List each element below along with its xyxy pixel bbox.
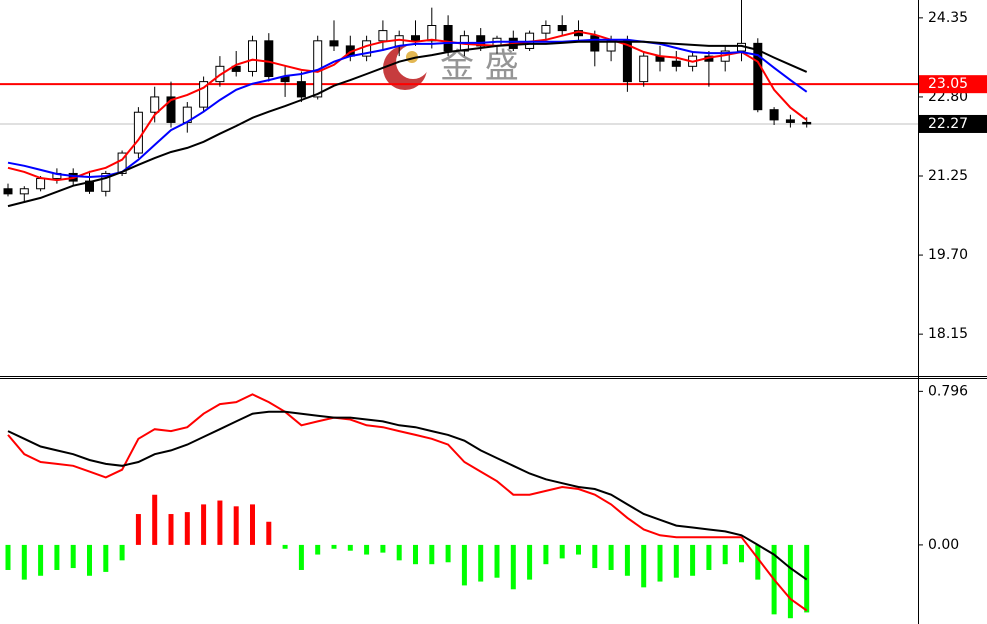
indicator-line [7,38,808,179]
candle-body [329,40,339,47]
watermark-text: 金 盛 [440,47,519,87]
macd-bar [331,544,337,549]
y-tick-label: 19.70 [928,247,968,263]
macd-bar [168,514,174,545]
level-label: 22.27 [928,116,968,132]
macd-bar [690,544,696,576]
macd-bar [592,544,598,569]
candle-body [296,81,306,98]
macd-bar [184,512,190,545]
macd-bar [233,506,239,545]
macd-bar [787,544,793,619]
candle-body [166,96,176,123]
macd-bar [70,544,76,569]
macd-bar [576,544,581,555]
macd-bar [347,544,353,551]
y-tick-label: 0.00 [928,537,959,553]
macd-bar [543,544,549,565]
candle-body [541,25,551,34]
candle-body [199,81,209,108]
macd-bar [217,500,223,545]
macd-bar [641,544,647,588]
macd-bar [413,544,418,565]
candle-body [231,65,241,72]
candle-body [264,40,274,78]
indicator-line [7,393,808,612]
level-label-box [919,114,987,133]
macd-bar [21,544,27,580]
macd-bar [135,514,141,545]
candle-body [133,111,143,154]
macd-bar [739,544,744,563]
macd-bar [298,544,304,570]
candle-body [753,42,763,111]
candle-body [443,25,453,52]
candle-body [557,25,567,32]
macd-bar [282,544,288,549]
macd-bar [461,544,467,586]
level-label: 23.05 [928,76,968,92]
macd-bar [315,544,321,555]
macd-bar [87,544,92,576]
macd-bar [38,544,44,576]
indicator-line [7,30,808,182]
candle-body [378,30,388,42]
candle-body [476,35,486,47]
macd-bar [559,544,565,559]
macd-bar [722,544,728,565]
macd-bar [250,504,255,545]
candle-body [671,60,681,67]
y-tick-label: 21.25 [928,168,968,184]
macd-bar [527,544,533,580]
candle-body [150,96,160,113]
indicator-line [7,40,808,208]
macd-bar [364,544,370,555]
macd-bar [54,544,60,570]
candle-body [19,188,29,195]
macd-bar [608,544,614,570]
candle-body [769,109,779,121]
macd-bar [201,504,207,545]
candle-body [117,152,127,174]
watermark: 金 盛 [383,45,519,90]
macd-bar [755,544,761,580]
indicator-line [7,410,808,581]
candle-body [36,178,46,190]
macd-bar [119,544,125,561]
macd-bar [624,544,630,576]
candle-body [785,119,795,123]
macd-bar [510,544,516,590]
macd-bar [478,544,484,582]
y-tick-label: 18.15 [928,326,968,342]
macd-bar [494,544,500,578]
candle-body [427,25,437,42]
candle-body [639,55,649,83]
macd-bar [266,521,272,545]
macd-bar [103,544,109,572]
macd-bar [152,494,158,545]
macd-bar [5,544,11,570]
macd-bar [673,544,679,578]
candle-body [590,35,600,52]
macd-bar [706,544,712,570]
candle-body [101,172,111,192]
level-label-box [919,75,987,94]
macd-bar [380,544,386,553]
candle-body [802,121,812,125]
macd-bar [445,544,451,563]
y-tick-label: 0.796 [928,383,968,399]
candle-body [248,40,257,72]
macd-bar [429,544,435,565]
candle-body [411,35,420,42]
macd-bar [396,544,402,561]
macd-bar [657,544,663,582]
candle-body [3,188,13,195]
y-tick-label: 24.35 [928,10,968,26]
